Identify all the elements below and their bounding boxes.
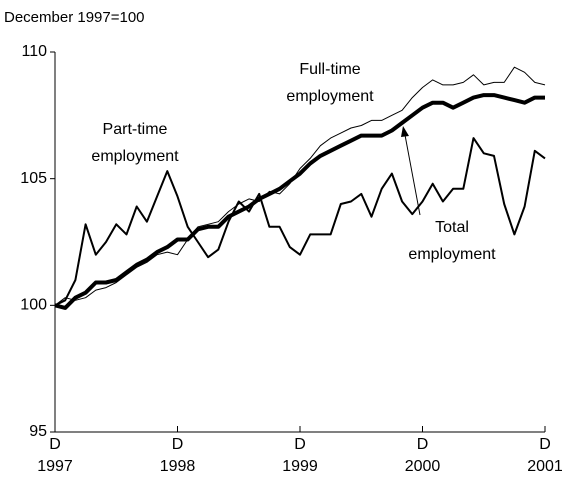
arrow-head (401, 126, 409, 137)
series-line (54, 93, 545, 310)
annotation: Full-time (299, 61, 360, 78)
annotation: employment (286, 88, 374, 105)
annotation-arrow (404, 134, 421, 216)
x-tick-label: D (417, 436, 429, 453)
x-tick-label: D (539, 436, 551, 453)
series-line (54, 137, 546, 307)
series-line (54, 66, 546, 306)
y-tick-label: 110 (21, 43, 47, 60)
y-tick-label: 95 (29, 423, 47, 440)
annotation: employment (91, 148, 179, 165)
x-tick-sublabel: 2000 (405, 458, 441, 475)
y-tick-label: 100 (20, 297, 47, 314)
x-tick-label: D (172, 436, 184, 453)
x-tick-label: D (49, 436, 61, 453)
x-tick-sublabel: 2001 (527, 458, 563, 475)
annotation: employment (408, 246, 496, 263)
annotation: Part-time (103, 121, 168, 138)
x-tick-sublabel: 1999 (282, 458, 318, 475)
x-tick-sublabel: 1997 (37, 458, 73, 475)
chart-subtitle: December 1997=100 (4, 9, 145, 26)
x-tick-sublabel: 1998 (160, 458, 196, 475)
y-tick-label: 105 (20, 170, 47, 187)
annotation: Total (435, 219, 469, 236)
x-tick-label: D (294, 436, 306, 453)
